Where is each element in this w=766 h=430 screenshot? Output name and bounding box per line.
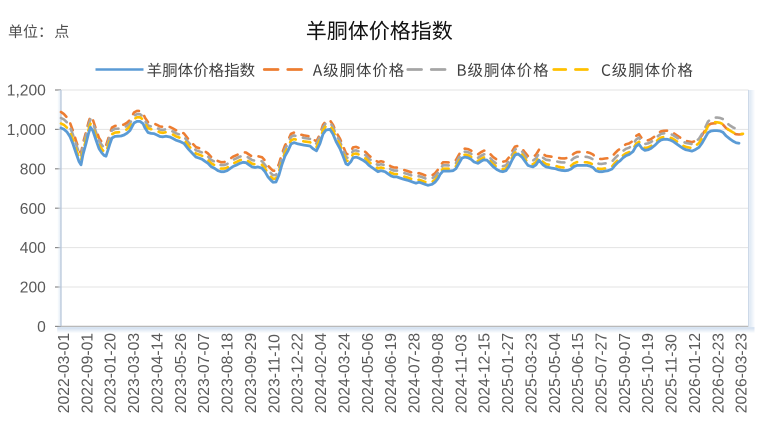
svg-text:2023-11-10: 2023-11-10 [266, 334, 283, 413]
svg-text:2026-02-23: 2026-02-23 [710, 333, 727, 414]
svg-text:2025-01-27: 2025-01-27 [500, 333, 517, 413]
svg-text:2024-07-28: 2024-07-28 [407, 333, 424, 414]
svg-text:2022-09-01: 2022-09-01 [79, 333, 96, 413]
svg-text:2024-03-24: 2024-03-24 [336, 333, 353, 414]
svg-text:400: 400 [20, 240, 46, 257]
svg-text:600: 600 [20, 201, 46, 218]
svg-text:1,200: 1,200 [7, 83, 46, 100]
svg-text:2025-09-07: 2025-09-07 [617, 333, 634, 413]
svg-text:2024-05-06: 2024-05-06 [360, 333, 377, 414]
svg-text:2025-07-27: 2025-07-27 [594, 333, 611, 413]
svg-text:2023-03-03: 2023-03-03 [126, 333, 143, 414]
svg-text:2023-08-18: 2023-08-18 [220, 333, 237, 414]
svg-text:2025-11-30: 2025-11-30 [664, 334, 681, 413]
svg-text:2023-05-26: 2023-05-26 [173, 333, 190, 414]
svg-text:2026-01-12: 2026-01-12 [687, 333, 704, 413]
svg-text:2025-10-19: 2025-10-19 [640, 333, 657, 413]
svg-text:2024-11-03: 2024-11-03 [453, 334, 470, 413]
svg-text:2023-04-14: 2023-04-14 [150, 333, 167, 414]
svg-text:2022-03-01: 2022-03-01 [56, 333, 73, 413]
svg-text:2025-06-15: 2025-06-15 [570, 333, 587, 414]
svg-text:2024-06-19: 2024-06-19 [383, 333, 400, 413]
svg-text:2026-03-23: 2026-03-23 [734, 333, 751, 414]
svg-text:1,000: 1,000 [7, 122, 46, 139]
svg-text:2023-09-29: 2023-09-29 [243, 333, 260, 413]
svg-text:2023-07-07: 2023-07-07 [196, 333, 213, 413]
svg-text:2025-05-04: 2025-05-04 [547, 333, 564, 414]
svg-text:200: 200 [20, 280, 46, 297]
svg-text:2024-09-08: 2024-09-08 [430, 333, 447, 414]
svg-text:2023-12-22: 2023-12-22 [290, 333, 307, 413]
svg-text:2025-03-23: 2025-03-23 [523, 333, 540, 414]
svg-text:2023-01-20: 2023-01-20 [103, 333, 120, 414]
svg-text:2024-02-04: 2024-02-04 [313, 333, 330, 414]
svg-text:2024-12-15: 2024-12-15 [477, 333, 494, 414]
svg-text:0: 0 [37, 319, 46, 336]
svg-text:800: 800 [20, 161, 46, 178]
